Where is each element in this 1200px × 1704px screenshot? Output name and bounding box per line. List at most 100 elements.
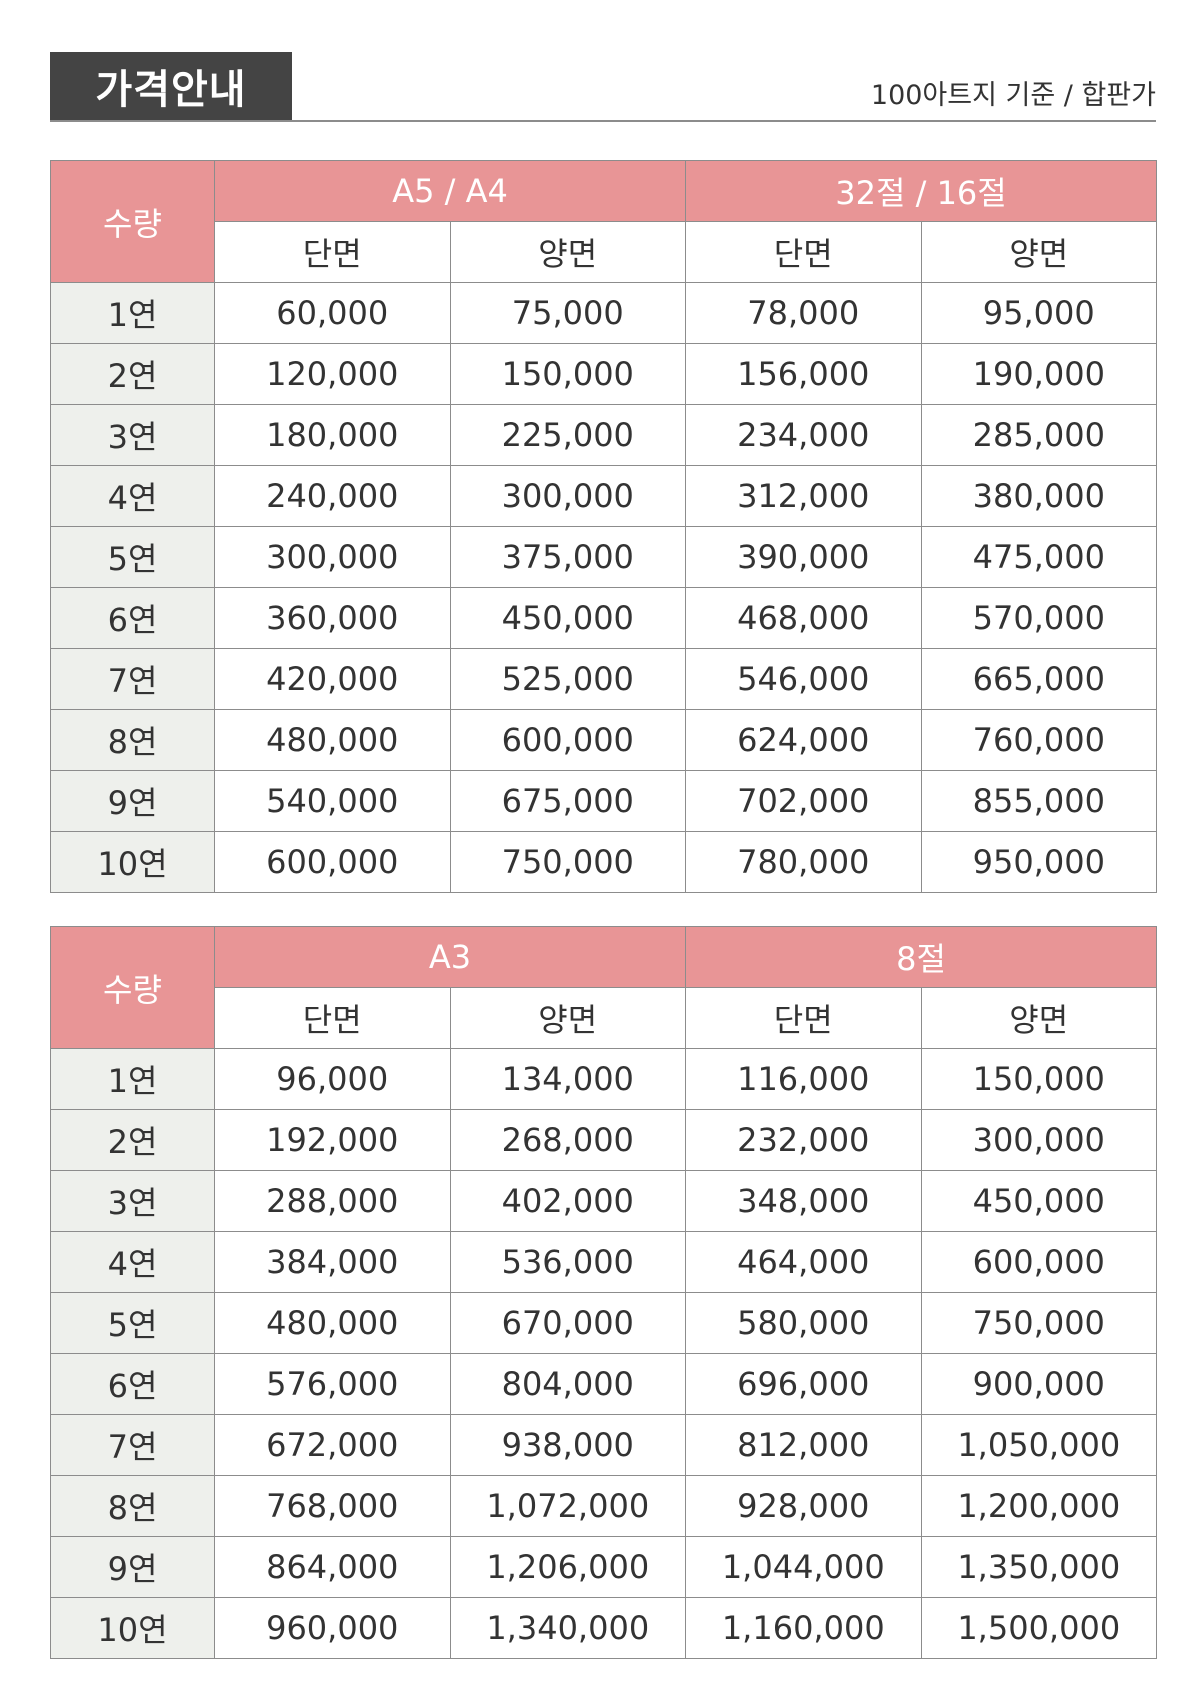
price-cell: 675,000 [449,770,686,832]
table-row: 10연 960,000 1,340,000 1,160,000 1,500,000 [50,1597,1157,1659]
table-row: 3연 288,000 402,000 348,000 450,000 [50,1170,1157,1232]
table-row: 7연 420,000 525,000 546,000 665,000 [50,648,1158,710]
price-cell: 285,000 [920,404,1158,466]
price-cell: 225,000 [449,404,686,466]
table-row: 4연 384,000 536,000 464,000 600,000 [50,1231,1157,1293]
price-cell: 1,340,000 [449,1597,686,1659]
qty-cell: 1연 [50,1048,215,1110]
price-cell: 480,000 [214,709,451,771]
price-cell: 1,044,000 [685,1536,922,1598]
qty-cell: 5연 [50,1292,215,1354]
price-cell: 134,000 [449,1048,686,1110]
price-cell: 468,000 [685,587,922,649]
price-cell: 78,000 [685,282,922,344]
group-header: 8절 [685,926,1157,988]
table-row: 5연 300,000 375,000 390,000 475,000 [50,526,1158,588]
table-row: 3연 180,000 225,000 234,000 285,000 [50,404,1158,466]
subheader-cell: 단면 [685,221,922,283]
table-row: 7연 672,000 938,000 812,000 1,050,000 [50,1414,1157,1476]
price-cell: 240,000 [214,465,451,527]
price-cell: 864,000 [214,1536,451,1598]
table-row: 1연 96,000 134,000 116,000 150,000 [50,1048,1157,1110]
subheader-cell: 양면 [449,221,686,283]
price-cell: 546,000 [685,648,922,710]
qty-cell: 7연 [50,648,215,710]
subheader-cell: 양면 [920,221,1158,283]
price-cell: 360,000 [214,587,451,649]
table-row: 6연 576,000 804,000 696,000 900,000 [50,1353,1157,1415]
table-row: 2연 120,000 150,000 156,000 190,000 [50,343,1158,405]
price-cell: 672,000 [214,1414,451,1476]
qty-cell: 9연 [50,1536,215,1598]
group-header: A5 / A4 [214,160,686,222]
price-cell: 450,000 [449,587,686,649]
price-cell: 95,000 [920,282,1158,344]
price-cell: 525,000 [449,648,686,710]
price-cell: 1,072,000 [449,1475,686,1537]
table-row: 8연 768,000 1,072,000 928,000 1,200,000 [50,1475,1157,1537]
price-cell: 536,000 [449,1231,686,1293]
price-cell: 402,000 [449,1170,686,1232]
qty-cell: 2연 [50,343,215,405]
price-cell: 150,000 [449,343,686,405]
qty-cell: 4연 [50,465,215,527]
price-cell: 624,000 [685,709,922,771]
page-subtitle: 100아트지 기준 / 합판가 [870,80,1156,111]
table-row: 5연 480,000 670,000 580,000 750,000 [50,1292,1157,1354]
subheader-cell: 양면 [449,987,686,1049]
price-cell: 928,000 [685,1475,922,1537]
price-cell: 116,000 [685,1048,922,1110]
price-cell: 450,000 [920,1170,1157,1232]
group-header: 32절 / 16절 [684,160,1158,222]
price-cell: 600,000 [214,831,451,893]
price-cell: 150,000 [920,1048,1157,1110]
price-cell: 60,000 [214,282,451,344]
price-cell: 702,000 [685,770,922,832]
price-cell: 780,000 [685,831,922,893]
price-cell: 1,160,000 [685,1597,922,1659]
price-cell: 75,000 [449,282,686,344]
price-cell: 750,000 [920,1292,1157,1354]
price-cell: 288,000 [214,1170,451,1232]
price-cell: 190,000 [920,343,1158,405]
price-cell: 900,000 [920,1353,1157,1415]
price-cell: 384,000 [214,1231,451,1293]
price-cell: 380,000 [920,465,1158,527]
qty-cell: 2연 [50,1109,215,1171]
table-row: 4연 240,000 300,000 312,000 380,000 [50,465,1158,527]
price-cell: 1,200,000 [920,1475,1157,1537]
price-cell: 540,000 [214,770,451,832]
price-cell: 600,000 [449,709,686,771]
price-cell: 480,000 [214,1292,451,1354]
price-cell: 855,000 [920,770,1158,832]
qty-cell: 7연 [50,1414,215,1476]
subheader-cell: 단면 [685,987,922,1049]
price-cell: 576,000 [214,1353,451,1415]
price-cell: 580,000 [685,1292,922,1354]
price-cell: 390,000 [685,526,922,588]
price-cell: 300,000 [920,1109,1157,1171]
price-cell: 768,000 [214,1475,451,1537]
table-row: 9연 540,000 675,000 702,000 855,000 [50,770,1158,832]
price-cell: 1,206,000 [449,1536,686,1598]
price-cell: 665,000 [920,648,1158,710]
price-cell: 120,000 [214,343,451,405]
qty-cell: 6연 [50,1353,215,1415]
price-cell: 960,000 [214,1597,451,1659]
price-cell: 232,000 [685,1109,922,1171]
price-cell: 192,000 [214,1109,451,1171]
price-cell: 464,000 [685,1231,922,1293]
qty-cell: 10연 [50,831,215,893]
table-row: 9연 864,000 1,206,000 1,044,000 1,350,000 [50,1536,1157,1598]
qty-cell: 3연 [50,1170,215,1232]
price-cell: 812,000 [685,1414,922,1476]
table-row: 8연 480,000 600,000 624,000 760,000 [50,709,1158,771]
price-cell: 420,000 [214,648,451,710]
table-row: 1연 60,000 75,000 78,000 95,000 [50,282,1158,344]
qty-cell: 8연 [50,1475,215,1537]
price-table-a3-8: 수량 A3 8절 단면 양면 단면 양면 1연 96,000 134,000 116,… [50,926,1157,1659]
table-row: 6연 360,000 450,000 468,000 570,000 [50,587,1158,649]
qty-cell: 1연 [50,282,215,344]
price-cell: 938,000 [449,1414,686,1476]
price-cell: 600,000 [920,1231,1157,1293]
